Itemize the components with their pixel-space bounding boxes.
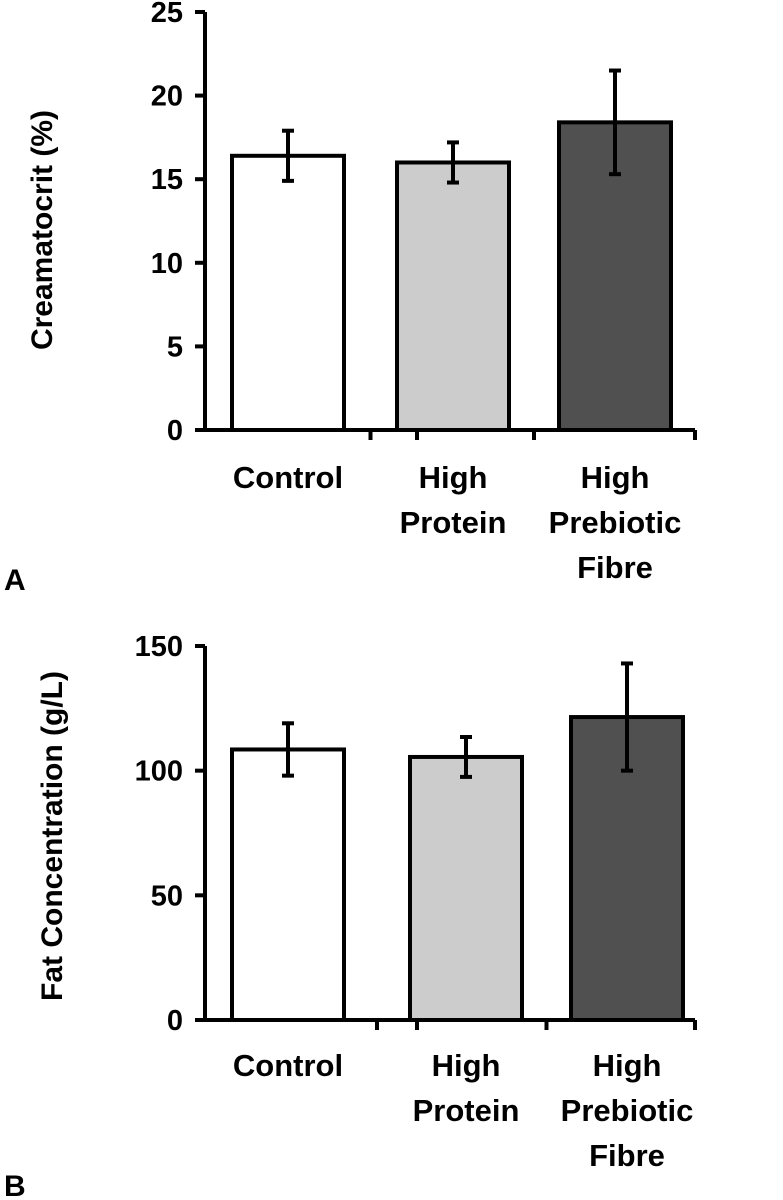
panel-a-y-axis-title: Creamatocrit (%) bbox=[26, 110, 59, 350]
panel-b-error-bar-3 bbox=[621, 661, 633, 773]
panel-a-y-tick-label-10: 10 bbox=[151, 248, 183, 280]
panel-a-chart: 0 5 10 15 20 25 Control High Protein High Prebioti… bbox=[4, 0, 697, 597]
panel-a-error-bar-3 bbox=[609, 68, 621, 177]
panel-a-y-tick-label-20: 20 bbox=[151, 81, 183, 113]
panel-a-bar-2 bbox=[395, 160, 511, 432]
panel-a-error-bar-1 bbox=[282, 128, 294, 183]
panel-b-error-bar-2 bbox=[460, 735, 472, 779]
panel-b-category-label-2: High Protein bbox=[413, 1048, 520, 1128]
panel-b-category-label-1: Control bbox=[233, 1048, 343, 1083]
panel-b-label: B bbox=[4, 1170, 26, 1200]
panel-a-category-label-2: High Protein bbox=[400, 460, 507, 540]
panel-b-y-tick-label-100: 100 bbox=[135, 756, 183, 788]
panel-b-category-label-3: High Prebiotic Fibre bbox=[561, 1048, 694, 1173]
panel-a-error-bar-2 bbox=[447, 140, 459, 185]
panel-b-bar-1 bbox=[230, 747, 346, 1022]
panel-a-y-tick-label-5: 5 bbox=[167, 331, 183, 363]
panel-a-category-label-1: Control bbox=[233, 460, 343, 495]
panel-b-chart: 0 50 100 150 Control High Protein High Prebiotic… bbox=[4, 631, 697, 1200]
panel-a-bar-1 bbox=[230, 153, 346, 433]
panel-b-y-tick-label-0: 0 bbox=[167, 1005, 183, 1037]
panel-b-bar-2 bbox=[408, 754, 524, 1022]
panel-b-error-bar-1 bbox=[282, 721, 294, 778]
panel-a-y-tick-label-0: 0 bbox=[167, 415, 183, 447]
panel-b-y-axis-title: Fat Concentration (g/L) bbox=[36, 671, 69, 1001]
panel-a-category-label-3: High Prebiotic Fibre bbox=[549, 460, 682, 585]
panel-b-y-tick-label-150: 150 bbox=[135, 631, 183, 663]
panel-a-label: A bbox=[4, 564, 26, 597]
panel-a-y-tick-label-15: 15 bbox=[151, 164, 183, 196]
panel-b-y-tick-label-50: 50 bbox=[151, 880, 183, 912]
panel-a-y-tick-label-25: 25 bbox=[151, 0, 183, 29]
